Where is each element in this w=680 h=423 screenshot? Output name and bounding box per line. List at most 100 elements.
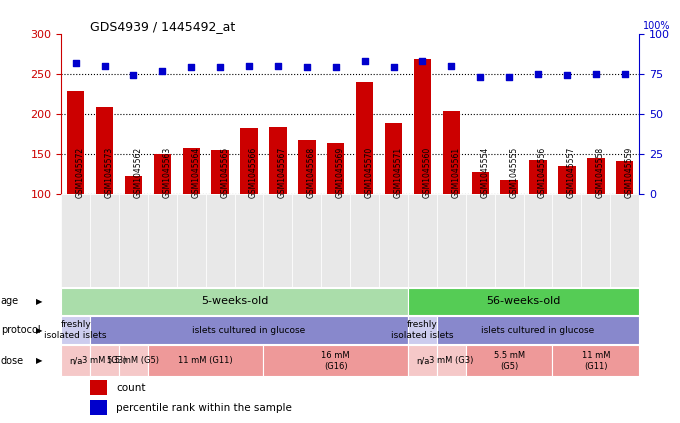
FancyBboxPatch shape — [437, 194, 466, 287]
Bar — [558, 166, 575, 274]
Text: GSM1045557: GSM1045557 — [567, 147, 576, 198]
Point — [446, 63, 457, 69]
Point — [562, 72, 573, 79]
FancyBboxPatch shape — [408, 288, 639, 315]
Text: GSM1045567: GSM1045567 — [278, 147, 287, 198]
Bar — [500, 180, 517, 274]
Text: percentile rank within the sample: percentile rank within the sample — [116, 403, 292, 412]
Text: GSM1045559: GSM1045559 — [625, 147, 634, 198]
Text: freshly
isolated islets: freshly isolated islets — [44, 320, 107, 340]
FancyBboxPatch shape — [177, 194, 205, 287]
Text: protocol: protocol — [1, 325, 40, 335]
Text: 16 mM
(G16): 16 mM (G16) — [322, 351, 350, 371]
FancyBboxPatch shape — [61, 288, 408, 315]
FancyBboxPatch shape — [610, 194, 639, 287]
Point — [388, 64, 399, 71]
FancyBboxPatch shape — [437, 346, 466, 376]
FancyBboxPatch shape — [494, 194, 524, 287]
Bar — [327, 143, 344, 274]
FancyBboxPatch shape — [408, 316, 437, 343]
FancyBboxPatch shape — [321, 194, 350, 287]
Bar — [298, 140, 316, 274]
Text: GSM1045560: GSM1045560 — [422, 147, 431, 198]
Point — [475, 74, 486, 80]
FancyBboxPatch shape — [292, 194, 321, 287]
Point — [417, 58, 428, 64]
Bar — [529, 160, 547, 274]
Text: n/a: n/a — [415, 357, 429, 365]
FancyBboxPatch shape — [61, 346, 90, 376]
Bar — [356, 82, 373, 274]
Bar — [211, 150, 228, 274]
Text: islets cultured in glucose: islets cultured in glucose — [192, 326, 306, 335]
Point — [70, 59, 81, 66]
Text: 11 mM
(G11): 11 mM (G11) — [581, 351, 610, 371]
Text: GSM1045568: GSM1045568 — [307, 147, 316, 198]
Bar — [182, 148, 200, 274]
Text: GSM1045571: GSM1045571 — [394, 147, 403, 198]
FancyBboxPatch shape — [524, 194, 552, 287]
Text: GSM1045570: GSM1045570 — [364, 147, 373, 198]
Text: n/a: n/a — [69, 357, 82, 365]
Text: GSM1045562: GSM1045562 — [133, 147, 142, 198]
Bar — [90, 380, 107, 395]
Bar — [587, 158, 605, 274]
Point — [619, 71, 630, 77]
Point — [243, 63, 254, 69]
FancyBboxPatch shape — [148, 194, 177, 287]
Point — [301, 64, 312, 71]
Point — [99, 63, 110, 69]
Text: ▶: ▶ — [36, 326, 43, 335]
FancyBboxPatch shape — [119, 194, 148, 287]
Text: 3 mM (G3): 3 mM (G3) — [82, 357, 126, 365]
Text: ▶: ▶ — [36, 357, 43, 365]
FancyBboxPatch shape — [119, 346, 148, 376]
Text: 56-weeks-old: 56-weeks-old — [486, 296, 561, 306]
Text: GSM1045565: GSM1045565 — [220, 147, 229, 198]
Text: GSM1045554: GSM1045554 — [480, 147, 489, 198]
Point — [157, 67, 168, 74]
FancyBboxPatch shape — [61, 316, 90, 343]
Bar — [67, 91, 84, 274]
Point — [273, 63, 284, 69]
Point — [330, 64, 341, 71]
Text: GSM1045555: GSM1045555 — [509, 147, 518, 198]
FancyBboxPatch shape — [408, 194, 437, 287]
FancyBboxPatch shape — [552, 346, 639, 376]
Text: 100%: 100% — [643, 21, 671, 31]
Point — [128, 72, 139, 79]
Bar — [616, 161, 633, 274]
Text: GSM1045566: GSM1045566 — [249, 147, 258, 198]
FancyBboxPatch shape — [350, 194, 379, 287]
FancyBboxPatch shape — [263, 346, 408, 376]
Bar — [269, 127, 286, 274]
FancyBboxPatch shape — [263, 194, 292, 287]
Text: count: count — [116, 383, 146, 393]
Text: GSM1045556: GSM1045556 — [538, 147, 547, 198]
Text: GSM1045572: GSM1045572 — [75, 147, 84, 198]
FancyBboxPatch shape — [205, 194, 235, 287]
Point — [590, 71, 601, 77]
Point — [532, 71, 543, 77]
Text: freshly
isolated islets: freshly isolated islets — [391, 320, 454, 340]
Bar — [471, 172, 489, 274]
Text: GDS4939 / 1445492_at: GDS4939 / 1445492_at — [90, 20, 235, 33]
Bar — [241, 128, 258, 274]
Text: age: age — [1, 296, 19, 306]
Point — [359, 58, 370, 64]
Text: GSM1045573: GSM1045573 — [105, 147, 114, 198]
Point — [215, 64, 226, 71]
FancyBboxPatch shape — [408, 346, 437, 376]
Text: 11 mM (G11): 11 mM (G11) — [178, 357, 233, 365]
Text: GSM1045563: GSM1045563 — [163, 147, 171, 198]
Bar — [413, 60, 431, 274]
Text: 5.5 mM (G5): 5.5 mM (G5) — [107, 357, 159, 365]
FancyBboxPatch shape — [466, 194, 494, 287]
FancyBboxPatch shape — [466, 346, 552, 376]
Text: 3 mM (G3): 3 mM (G3) — [429, 357, 473, 365]
Text: ▶: ▶ — [36, 297, 43, 306]
Text: islets cultured in glucose: islets cultured in glucose — [481, 326, 595, 335]
Bar — [124, 176, 142, 274]
Point — [186, 64, 197, 71]
Bar — [385, 124, 402, 274]
